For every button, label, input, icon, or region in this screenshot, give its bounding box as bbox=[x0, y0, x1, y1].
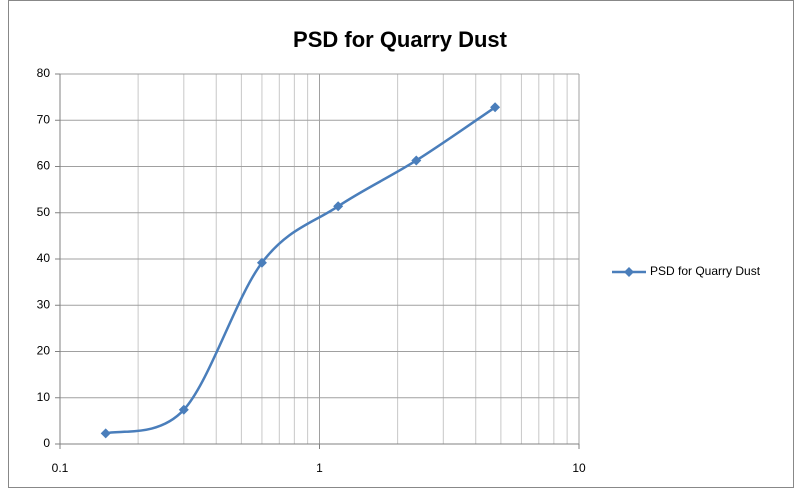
y-tick-label: 10 bbox=[37, 390, 51, 404]
y-tick-label: 70 bbox=[37, 112, 51, 126]
legend-label: PSD for Quarry Dust bbox=[650, 264, 761, 278]
y-tick-label: 80 bbox=[37, 66, 51, 80]
marker bbox=[178, 404, 189, 415]
x-tick-label: 0.1 bbox=[52, 461, 69, 475]
x-tick-label: 10 bbox=[572, 461, 586, 475]
marker bbox=[333, 201, 344, 212]
marker bbox=[490, 102, 501, 113]
marker bbox=[256, 257, 267, 268]
y-tick-label: 60 bbox=[37, 159, 51, 173]
chart-frame bbox=[8, 0, 794, 488]
marker bbox=[100, 428, 111, 439]
x-tick-label: 1 bbox=[316, 461, 323, 475]
marker bbox=[411, 155, 422, 166]
legend-marker bbox=[624, 267, 634, 277]
y-tick-label: 40 bbox=[37, 251, 51, 265]
y-tick-label: 50 bbox=[37, 205, 51, 219]
chart-title: PSD for Quarry Dust bbox=[293, 27, 508, 52]
y-tick-label: 0 bbox=[43, 436, 50, 450]
y-tick-label: 20 bbox=[37, 344, 51, 358]
y-tick-label: 30 bbox=[37, 297, 51, 311]
